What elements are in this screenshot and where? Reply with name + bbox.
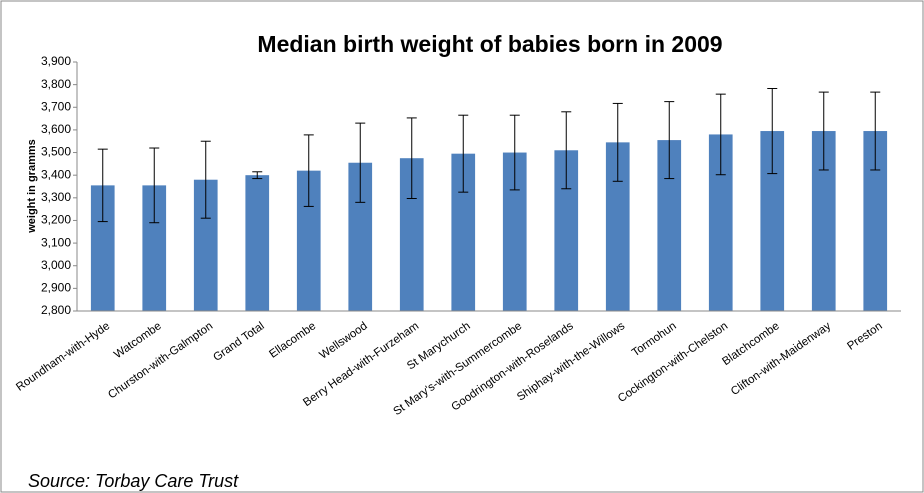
bar	[554, 150, 579, 311]
y-tick-label: 3,600	[41, 122, 71, 136]
bar	[348, 162, 373, 311]
y-tick-label: 3,400	[41, 167, 71, 181]
error-bar	[818, 91, 829, 171]
bar	[708, 134, 733, 311]
bar	[502, 152, 527, 311]
error-bar	[664, 101, 675, 180]
bar	[863, 131, 888, 311]
y-tick-label: 2,800	[41, 303, 71, 317]
error-bar	[612, 102, 623, 182]
error-bar	[406, 117, 417, 199]
error-bar	[200, 140, 211, 219]
error-bar	[355, 122, 366, 203]
error-bar	[715, 93, 726, 176]
y-tick-label: 3,100	[41, 235, 71, 249]
y-axis-label: weight in gramms	[26, 139, 38, 234]
error-bar	[149, 147, 160, 224]
y-tick-label: 3,500	[41, 145, 71, 159]
error-bar	[303, 134, 314, 207]
y-tick-label: 3,000	[41, 258, 71, 272]
bar	[451, 153, 476, 311]
y-tick-label: 3,300	[41, 190, 71, 204]
bar	[760, 131, 785, 311]
bar	[245, 175, 270, 311]
error-bar	[870, 91, 881, 171]
chart-title: Median birth weight of babies born in 20…	[257, 31, 722, 57]
bar	[657, 140, 682, 311]
y-tick-label: 3,200	[41, 213, 71, 227]
error-bar	[561, 111, 572, 190]
bar	[90, 185, 115, 311]
bar	[193, 179, 218, 311]
bar	[399, 158, 424, 311]
error-bar	[97, 148, 108, 223]
error-bar	[458, 114, 469, 193]
bar	[605, 142, 630, 311]
y-tick-label: 3,800	[41, 77, 71, 91]
source-note: Source: Torbay Care Trust	[28, 471, 239, 491]
error-bar	[252, 171, 263, 180]
y-tick-label: 3,900	[41, 54, 71, 68]
bar	[142, 185, 167, 311]
error-bar	[509, 114, 520, 191]
bar	[811, 131, 836, 311]
y-tick-label: 3,700	[41, 99, 71, 113]
bar	[296, 170, 321, 311]
y-tick-label: 2,900	[41, 281, 71, 295]
error-bar	[767, 87, 778, 175]
